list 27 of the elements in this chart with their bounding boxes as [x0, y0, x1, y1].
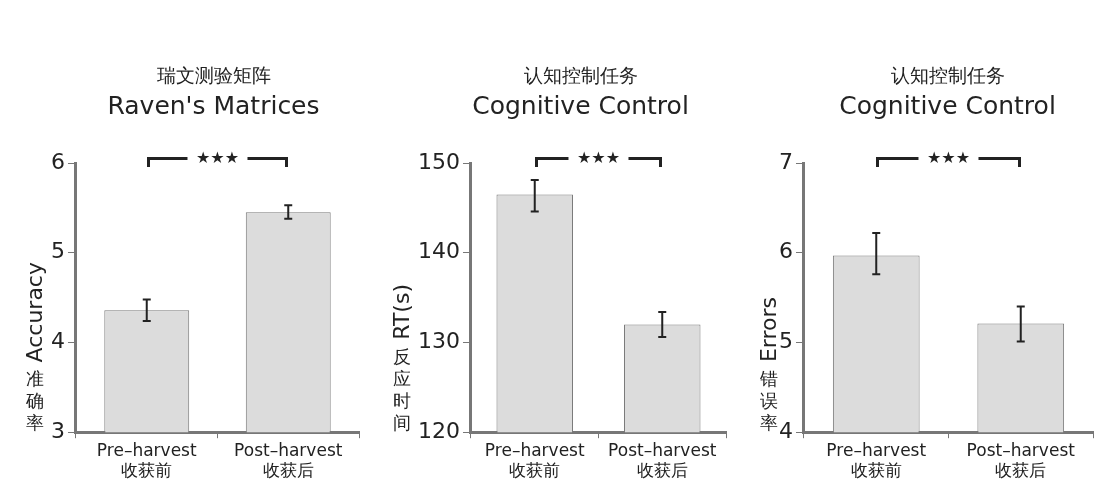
x-tick-label: Post–harvest 收获后	[608, 439, 717, 481]
y-tick-label: 6	[51, 148, 65, 174]
x-tick-label: Pre–harvest 收获前	[96, 439, 197, 481]
y-tick-label: 150	[417, 148, 460, 174]
chart-title: 认知控制任务 Cognitive Control	[471, 63, 690, 122]
annotation: ★★★	[918, 148, 978, 167]
chart-title: 认知控制任务 Cognitive Control	[838, 63, 1057, 122]
x-tick-label: Post–harvest 收获后	[234, 439, 343, 481]
y-tick-label: 4	[51, 328, 65, 354]
y-tick-label: 140	[417, 238, 460, 264]
x-tick-label: Post–harvest 收获后	[966, 439, 1076, 481]
annotation: ★★★	[187, 148, 247, 167]
annotation: ★★★	[568, 148, 628, 167]
x-tick-label: Pre–harvest 收获前	[826, 439, 927, 481]
y-tick-label: 4	[779, 417, 793, 443]
y-tick-label: 7	[779, 148, 793, 174]
y-tick-label: 120	[417, 417, 460, 443]
x-tick-label: Pre–harvest 收获前	[484, 439, 585, 481]
y-tick-label: 3	[51, 417, 65, 443]
y-tick-label: 5	[779, 328, 793, 354]
y-tick-label: 130	[417, 328, 460, 354]
y-axis-title: Errors 错误率	[756, 297, 781, 434]
y-axis-title: Accuracy 准确率	[22, 261, 47, 435]
y-tick-label: 5	[51, 238, 65, 264]
chart-title: 瑞文测验矩阵 Raven's Matrices	[106, 63, 321, 122]
y-axis-title: RT(s) 反应时间	[389, 284, 414, 435]
y-tick-label: 6	[779, 238, 793, 264]
